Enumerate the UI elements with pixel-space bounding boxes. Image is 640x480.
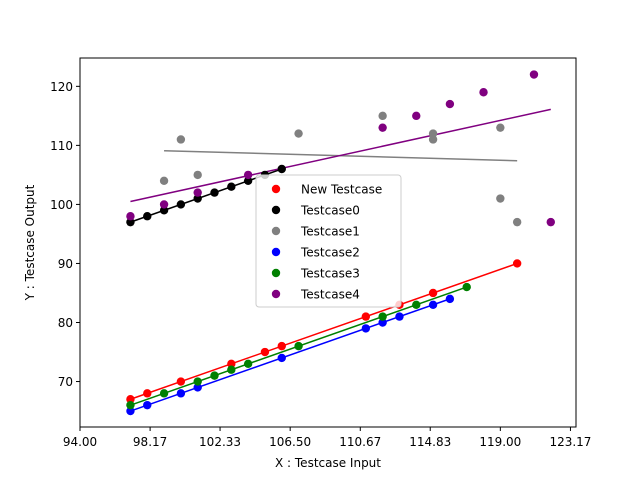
data-point: [159, 389, 169, 398]
data-point: [294, 341, 303, 351]
y-axis-ticks: 70 80 90 100 110 120: [50, 80, 80, 389]
legend-box: [255, 174, 402, 308]
data-point: [243, 170, 253, 180]
legend-marker: [271, 184, 281, 194]
x-tick-label: 119.00: [479, 435, 521, 449]
data-point: [277, 341, 286, 351]
data-point: [176, 389, 186, 398]
legend-label: Testcase0: [300, 204, 360, 218]
x-tick-label: 94.00: [63, 435, 97, 449]
y-tick-label: 120: [50, 80, 73, 94]
data-point: [361, 312, 371, 321]
data-point: [143, 389, 152, 398]
y-tick-label: 110: [50, 139, 73, 153]
data-point: [412, 111, 421, 121]
data-point: [159, 206, 169, 215]
data-point: [210, 371, 219, 380]
data-point: [445, 99, 455, 109]
data-point: [210, 188, 219, 197]
data-point: [193, 170, 202, 180]
x-tick-label: 114.83: [409, 435, 451, 449]
data-point: [378, 123, 387, 132]
data-point: [512, 217, 522, 227]
data-point: [529, 70, 539, 79]
y-axis-label: Y : Testcase Output: [23, 184, 37, 301]
legend-marker: [271, 268, 281, 278]
data-point: [227, 359, 236, 369]
data-point: [193, 188, 202, 197]
data-point: [428, 288, 438, 298]
x-axis-label: X : Testcase Input: [275, 456, 381, 470]
data-point: [546, 217, 555, 227]
data-point: [479, 88, 488, 97]
data-point: [126, 406, 135, 416]
data-point: [143, 400, 152, 410]
data-point: [176, 200, 186, 209]
data-point: [260, 347, 270, 357]
fit-line: [130, 262, 518, 400]
data-point: [428, 129, 438, 138]
legend-label: New Testcase: [301, 183, 382, 197]
y-tick-label: 80: [58, 316, 73, 330]
data-point: [496, 194, 505, 203]
data-point: [361, 324, 371, 333]
data-point: [243, 359, 253, 369]
data-point: [126, 400, 135, 410]
data-point: [378, 312, 387, 321]
data-point: [512, 259, 522, 268]
legend-label: Testcase2: [300, 246, 360, 260]
legend-label: Testcase3: [300, 267, 360, 281]
legend-marker: [271, 247, 281, 257]
y-tick-label: 70: [58, 375, 73, 389]
data-point: [159, 176, 169, 186]
data-point: [159, 200, 169, 209]
data-point: [277, 353, 286, 363]
legend-marker: [271, 289, 281, 299]
data-point: [294, 129, 303, 138]
data-point: [496, 123, 505, 132]
data-point: [193, 194, 202, 203]
data-points: [126, 70, 555, 416]
data-point: [126, 217, 135, 227]
fit-line: [130, 108, 551, 203]
legend-label: Testcase1: [300, 225, 360, 239]
legend-marker: [271, 226, 281, 236]
data-point: [126, 395, 135, 404]
legend: New Testcase Testcase0 Testcase1 Testcase2 T…: [255, 174, 402, 308]
x-axis-ticks: 94.00 98.17 102.33 106.50 110.67 114.83 119.00…: [63, 427, 591, 449]
data-point: [193, 377, 202, 386]
data-point: [143, 212, 152, 221]
y-tick-label: 100: [50, 198, 73, 212]
legend-marker: [271, 205, 281, 215]
data-point: [243, 176, 253, 186]
x-tick-label: 123.17: [549, 435, 591, 449]
data-point: [227, 365, 236, 374]
data-point: [193, 383, 202, 392]
data-point: [428, 300, 438, 309]
data-point: [176, 135, 186, 144]
x-tick-label: 110.67: [339, 435, 381, 449]
data-point: [428, 135, 438, 144]
data-point: [462, 282, 471, 292]
data-point: [445, 294, 455, 304]
data-point: [378, 318, 387, 327]
x-tick-label: 102.33: [199, 435, 241, 449]
plot-frame: [79, 57, 577, 428]
data-point: [395, 312, 404, 321]
data-point: [227, 182, 236, 191]
x-tick-label: 106.50: [269, 435, 311, 449]
data-point: [412, 300, 421, 309]
data-point: [277, 164, 286, 174]
data-point: [126, 212, 135, 221]
legend-label: Testcase4: [300, 288, 360, 302]
data-point: [176, 377, 186, 386]
x-tick-label: 98.17: [133, 435, 167, 449]
y-tick-label: 90: [58, 257, 73, 271]
data-point: [378, 111, 387, 121]
